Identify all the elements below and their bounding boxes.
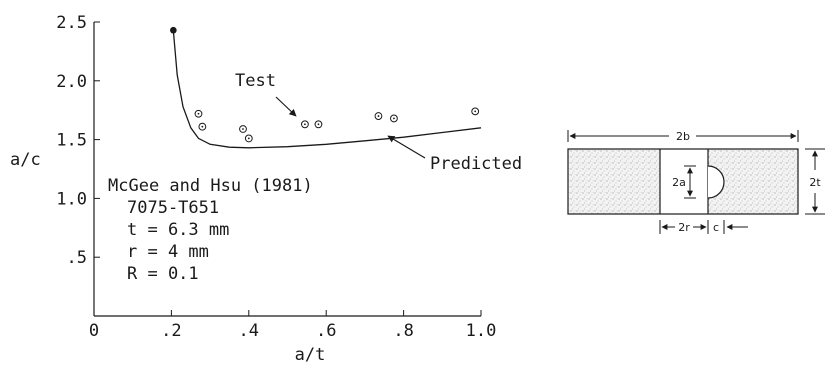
y-tick-label: 2.5 bbox=[56, 13, 87, 33]
source-line-5: R = 0.1 bbox=[127, 264, 199, 284]
x-axis-title: a/t bbox=[295, 345, 326, 365]
test-arrow bbox=[275, 96, 297, 117]
hole-label: 2r bbox=[678, 221, 690, 234]
test-point bbox=[239, 125, 247, 133]
y-tick-label: 1.0 bbox=[56, 189, 87, 209]
source-line-1: McGee and Hsu (1981) bbox=[108, 176, 313, 196]
test-point bbox=[471, 107, 480, 116]
specimen-diagram: 2b 2t 2a 2r c bbox=[567, 130, 825, 234]
source-line-3: t = 6.3 mm bbox=[127, 220, 229, 240]
x-tick-label: 1.0 bbox=[466, 321, 497, 341]
test-point bbox=[301, 120, 309, 129]
test-point bbox=[390, 114, 398, 123]
predicted-curve bbox=[172, 30, 482, 149]
specimen-hole bbox=[660, 149, 708, 214]
test-point bbox=[374, 112, 383, 120]
predicted-start-point bbox=[170, 26, 177, 34]
predicted-annotation: Predicted bbox=[430, 154, 522, 174]
source-line-4: r = 4 mm bbox=[127, 242, 209, 262]
crack-depth-label: 2a bbox=[672, 176, 686, 189]
specimen-outline bbox=[567, 148, 799, 215]
x-tick-label: 0 bbox=[89, 321, 99, 341]
plot-axes bbox=[93, 21, 482, 317]
crack-shape bbox=[707, 165, 725, 199]
test-point bbox=[244, 134, 253, 143]
y-tick-label: .5 bbox=[67, 248, 87, 268]
test-annotation: Test bbox=[235, 71, 276, 91]
x-tick-label: .4 bbox=[239, 321, 259, 341]
thickness-label: 2t bbox=[809, 176, 821, 189]
predicted-series bbox=[170, 26, 482, 149]
test-point bbox=[194, 109, 203, 118]
y-axis-title: a/c bbox=[10, 150, 41, 170]
tick-labels: 0 .2 .4 .6 .8 1.0 .5 1.0 1.5 2.0 2.5 bbox=[56, 13, 496, 341]
x-tick-label: .8 bbox=[393, 321, 413, 341]
test-series bbox=[194, 107, 480, 143]
width-label: 2b bbox=[676, 130, 690, 143]
y-tick-label: 1.5 bbox=[56, 131, 87, 151]
test-point bbox=[198, 122, 207, 131]
x-tick-label: .6 bbox=[316, 321, 336, 341]
source-annotation: McGee and Hsu (1981) 7075-T651 t = 6.3 m… bbox=[108, 176, 313, 284]
x-tick-label: .2 bbox=[161, 321, 181, 341]
crack-length-label: c bbox=[713, 221, 719, 234]
source-line-2: 7075-T651 bbox=[127, 198, 219, 218]
predicted-arrow bbox=[387, 135, 426, 159]
test-point bbox=[314, 120, 323, 129]
specimen-left-region bbox=[568, 149, 660, 214]
y-tick-label: 2.0 bbox=[56, 72, 87, 92]
